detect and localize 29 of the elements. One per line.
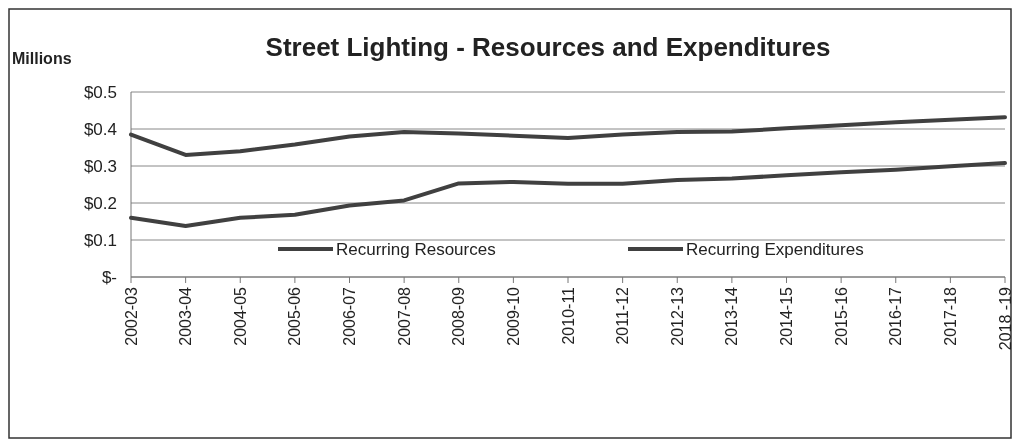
x-tick-label: 2014-15 xyxy=(778,286,796,346)
x-tick-label: 2016-17 xyxy=(887,286,905,346)
y-tick-label: $0.4 xyxy=(83,119,117,139)
line-series xyxy=(129,115,1007,157)
legend-label: Recurring Resources xyxy=(336,239,496,259)
chart-title: Street Lighting - Resources and Expenditures xyxy=(265,32,831,62)
x-tick-label: 2002-03 xyxy=(122,286,140,346)
y-tick-label: $0.5 xyxy=(83,82,117,102)
x-tick-label: 2008-09 xyxy=(450,286,468,346)
legend-label: Recurring Expenditures xyxy=(686,239,864,259)
x-tick-label: 2011-12 xyxy=(614,286,632,345)
x-tick-label: 2003-04 xyxy=(177,286,195,346)
x-tick-label: 2006-07 xyxy=(341,286,359,346)
x-tick-label: 2004-05 xyxy=(231,286,249,346)
y-axis-title: Millions xyxy=(12,50,72,67)
x-tick-label: 2009-10 xyxy=(504,286,522,346)
x-tick-label: 2017-18 xyxy=(941,286,959,346)
x-tick-label: 2007-08 xyxy=(395,286,413,346)
x-tick-label: 2018 -19 xyxy=(996,286,1014,351)
x-tick-label: 2015-16 xyxy=(832,286,850,346)
x-tick-label: 2013-14 xyxy=(723,286,741,346)
x-tick-label: 2010-11 xyxy=(559,286,577,345)
x-tick-label: 2005-06 xyxy=(286,286,304,346)
line-series xyxy=(129,161,1007,228)
x-tick-label: 2012-13 xyxy=(668,286,686,346)
y-tick-label: $0.1 xyxy=(83,230,117,250)
y-tick-label: $- xyxy=(101,267,117,287)
y-tick-label: $0.3 xyxy=(83,156,117,176)
y-tick-label: $0.2 xyxy=(83,193,117,213)
